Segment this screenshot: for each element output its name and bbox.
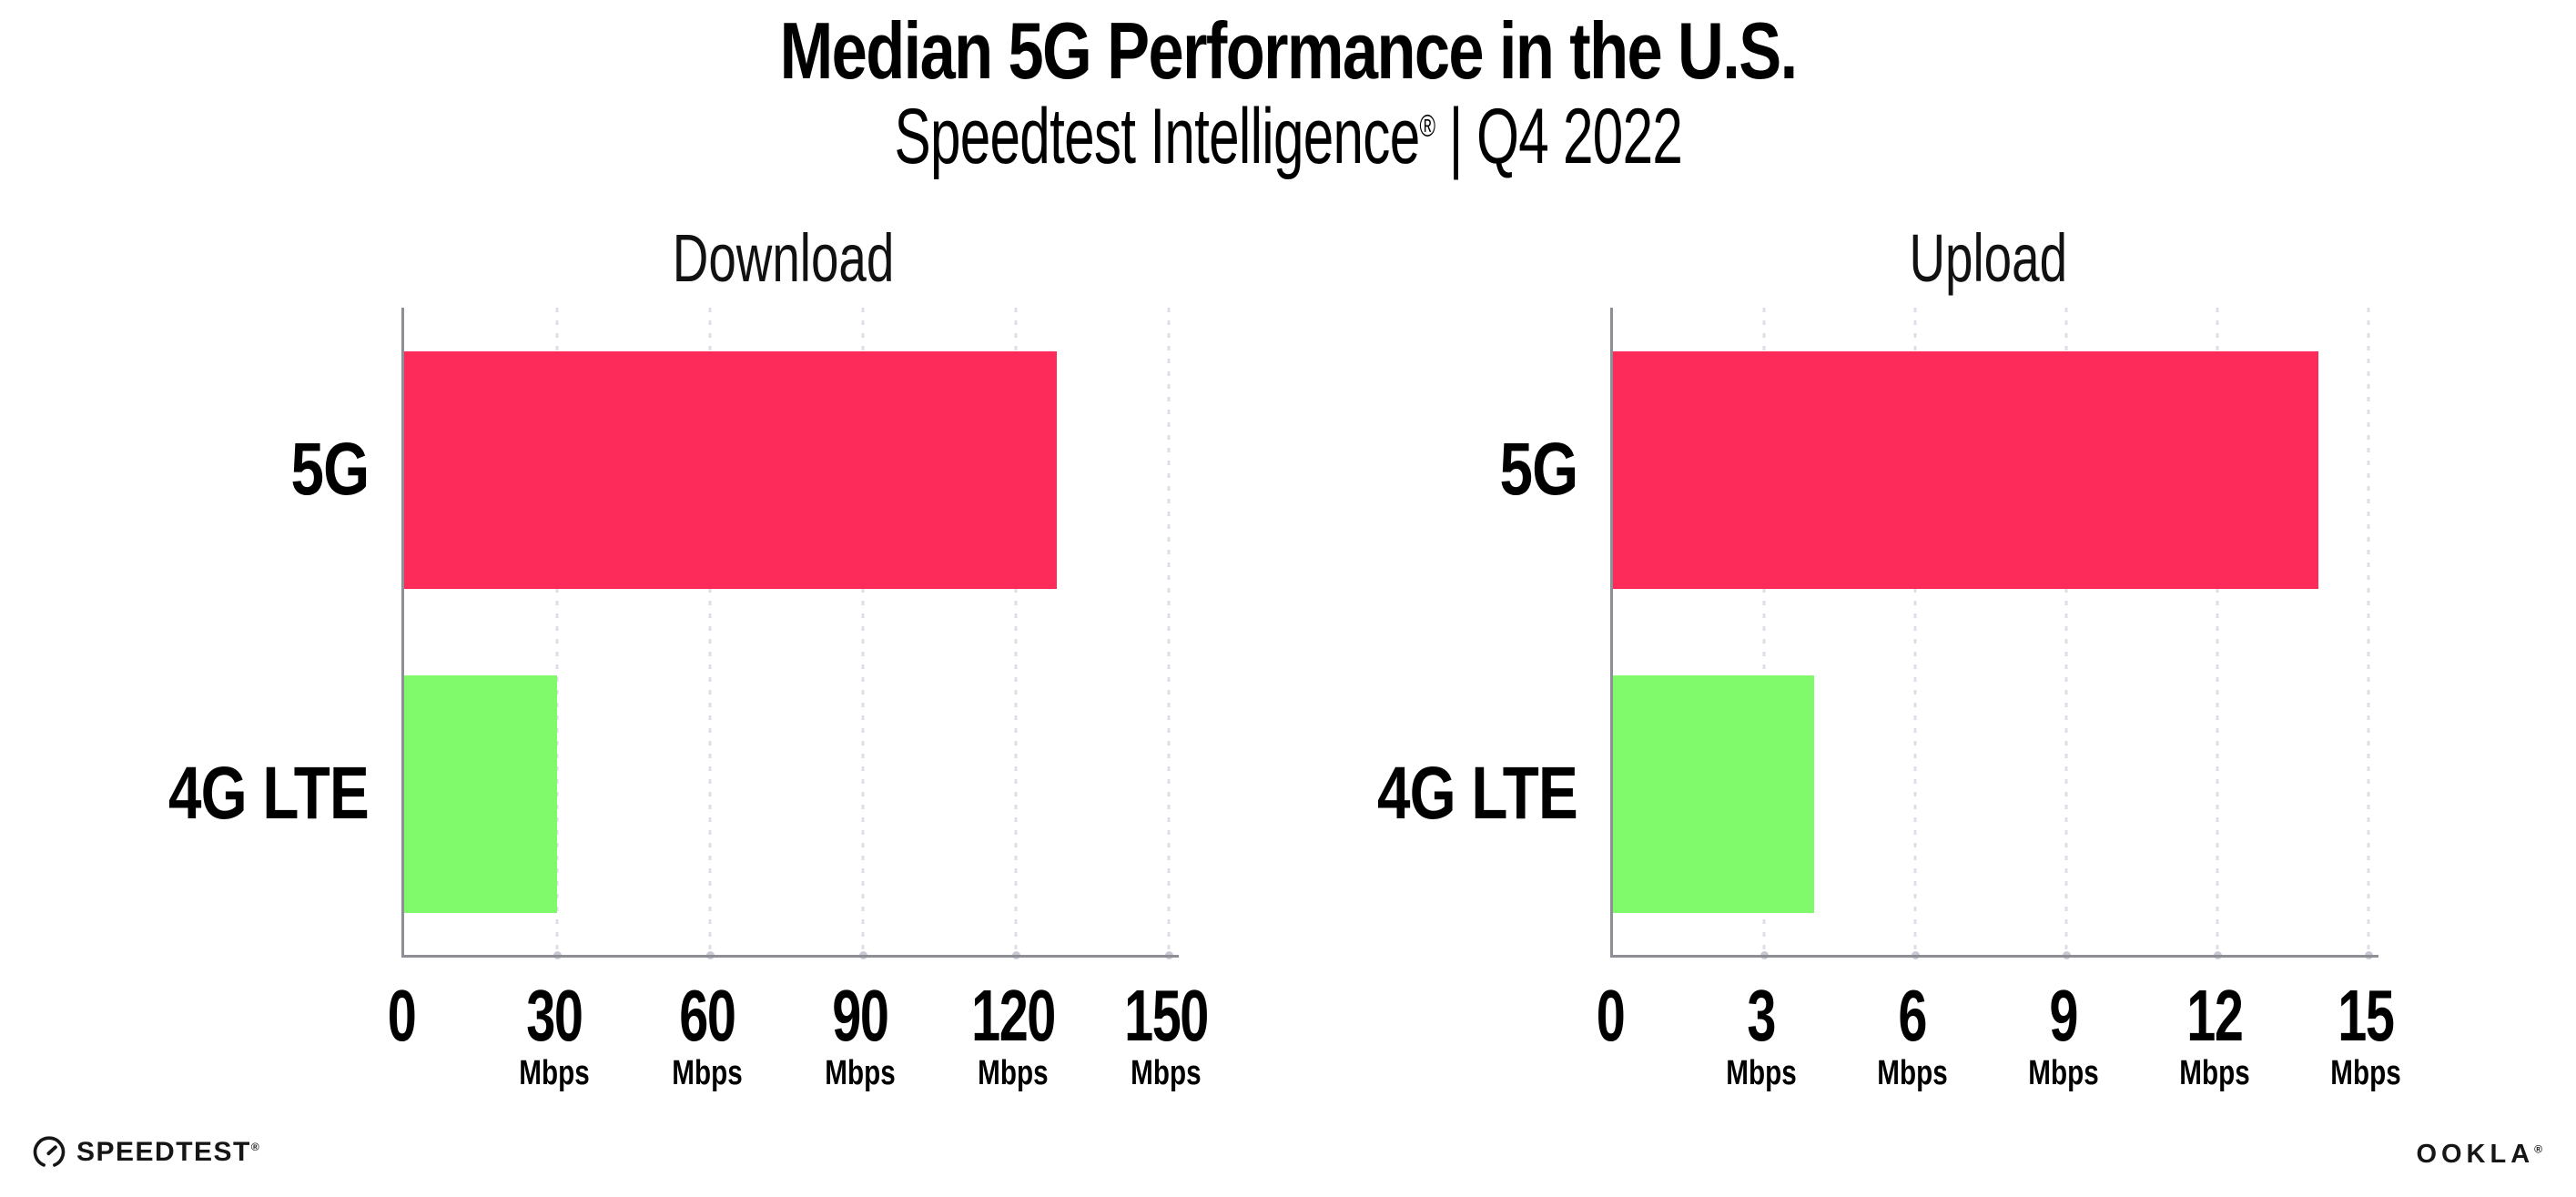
ookla-logo: OOKLA® (2416, 1140, 2547, 1170)
page-subtitle-text: Speedtest Intelligence® | Q4 2022 (894, 91, 1682, 182)
download-x-axis-line (401, 955, 1179, 958)
tick-unit: Mbps (1726, 1054, 1797, 1092)
tick-unit: Mbps (1877, 1054, 1948, 1092)
gridline (1014, 308, 1018, 958)
tick-unit: Mbps (672, 1054, 743, 1092)
gridline (555, 308, 559, 958)
upload-category-label-4g-lte: 4G LTE (1377, 752, 1578, 835)
tick-value: 0 (387, 975, 417, 1056)
page-subtitle: Speedtest Intelligence® | Q4 2022 (0, 91, 2576, 182)
ookla-registered-mark: ® (2534, 1142, 2547, 1156)
tick-value: 120 (971, 975, 1056, 1056)
tick-value: 12 (2186, 975, 2244, 1056)
tick-unit: Mbps (825, 1054, 896, 1092)
download-bar-4g-lte (404, 675, 557, 913)
registered-mark: ® (1419, 108, 1435, 144)
tick: 150 Mbps (1108, 975, 1223, 1093)
speedtest-registered-mark: ® (250, 1141, 261, 1153)
tick: 12 Mbps (2169, 975, 2259, 1093)
upload-category-label-5g: 5G (1499, 428, 1578, 511)
tick-unit: Mbps (2330, 1054, 2401, 1092)
tick: 120 Mbps (955, 975, 1070, 1093)
upload-x-axis-ticks: 0 3 Mbps 6 Mbps 9 Mbps 12 Mbps 15 Mbps (1597, 975, 2401, 1127)
gridline (2216, 308, 2219, 958)
gridline (1913, 308, 1917, 958)
speedtest-logo: SPEEDTEST® (33, 1136, 260, 1169)
tick-value: 15 (2338, 975, 2395, 1056)
gridline (861, 308, 865, 958)
tick-value: 150 (1124, 975, 1209, 1056)
speedtest-wordmark: SPEEDTEST® (76, 1137, 261, 1167)
subtitle-period: Q4 2022 (1476, 93, 1683, 180)
download-category-label-4g-lte: 4G LTE (168, 752, 370, 835)
upload-x-axis-line (1610, 955, 2378, 958)
page-title-text: Median 5G Performance in the U.S. (779, 5, 1799, 96)
tick: 0 (382, 975, 421, 1092)
tick-value: 30 (526, 975, 583, 1056)
ookla-wordmark: OOKLA (2416, 1140, 2535, 1169)
tick-value: 9 (2049, 975, 2079, 1056)
download-chart-title: Download (673, 220, 895, 296)
download-x-axis-ticks: 0 30 Mbps 60 Mbps 90 Mbps 120 Mbps 150 M… (388, 975, 1210, 1127)
tick: 90 Mbps (815, 975, 905, 1093)
tick: 15 Mbps (2320, 975, 2410, 1093)
gridline (2064, 308, 2068, 958)
tick: 0 (1591, 975, 1630, 1092)
tick: 6 Mbps (1867, 975, 1957, 1093)
upload-bar-5g (1613, 351, 2318, 589)
tick-unit: Mbps (2028, 1054, 2099, 1092)
tick-value: 0 (1596, 975, 1626, 1056)
upload-bar-4g-lte (1613, 675, 1815, 913)
upload-chart-title: Upload (1909, 220, 2067, 296)
tick: 30 Mbps (509, 975, 599, 1093)
download-plot-area (401, 308, 1179, 958)
gridline (2367, 308, 2370, 958)
tick: 9 Mbps (2018, 975, 2108, 1093)
tick-unit: Mbps (1131, 1054, 1202, 1092)
tick-unit: Mbps (2179, 1054, 2250, 1092)
page-title: Median 5G Performance in the U.S. (0, 7, 2576, 95)
tick: 3 Mbps (1716, 975, 1806, 1093)
gridline (1167, 308, 1171, 958)
tick-unit: Mbps (978, 1054, 1049, 1092)
download-bar-5g (404, 351, 1057, 589)
tick-unit: Mbps (519, 1054, 590, 1092)
speedtest-gauge-icon (33, 1136, 66, 1167)
tick-value: 90 (832, 975, 889, 1056)
subtitle-separator: | (1448, 93, 1463, 180)
tick-value: 60 (679, 975, 736, 1056)
upload-plot-area (1610, 308, 2378, 958)
download-category-label-5g: 5G (290, 428, 370, 511)
gridline (708, 308, 712, 958)
subtitle-brand: Speedtest Intelligence (894, 93, 1420, 180)
tick: 60 Mbps (662, 975, 752, 1093)
gridline (1762, 308, 1766, 958)
tick-value: 6 (1898, 975, 1928, 1056)
tick-value: 3 (1747, 975, 1777, 1056)
